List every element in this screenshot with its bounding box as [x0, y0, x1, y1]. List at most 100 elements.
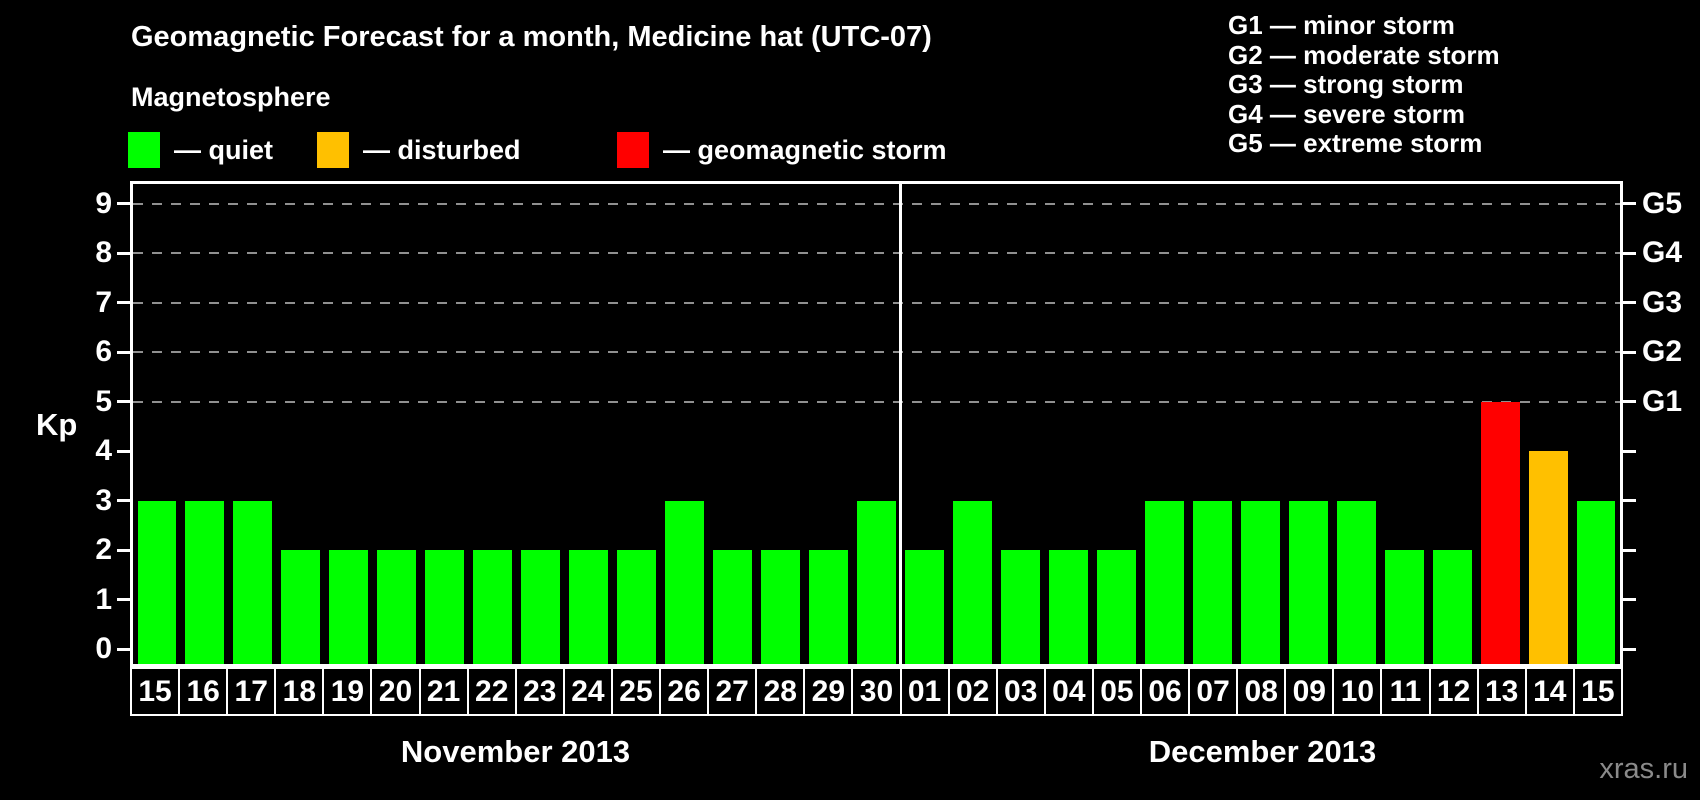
right-tick-kp4 [1623, 449, 1636, 453]
day-label-november-23: 23 [514, 667, 565, 716]
kp-bar-november-16 [185, 500, 225, 664]
kp-bar-november-29 [809, 550, 848, 664]
kp-bar-december-10 [1336, 500, 1376, 664]
day-label-december-12: 12 [1428, 667, 1479, 716]
kp-bar-december-02 [952, 500, 992, 664]
gridline-kp5 [133, 400, 1620, 403]
plot-area [130, 181, 1623, 667]
left-tick-kp3 [117, 499, 130, 503]
kp-bar-november-17 [233, 500, 273, 664]
g-legend-line-g3: G3 — strong storm [1228, 69, 1464, 99]
y-tick-label-9: 9 [95, 186, 112, 220]
day-label-december-04: 04 [1043, 667, 1094, 716]
left-tick-kp0 [117, 647, 130, 651]
left-tick-kp9 [117, 202, 130, 206]
kp-bar-december-01 [904, 550, 944, 664]
kp-bar-december-03 [1000, 550, 1040, 664]
kp-bar-november-23 [521, 550, 561, 664]
day-label-november-17: 17 [226, 667, 277, 716]
month-label-december: December 2013 [1148, 734, 1377, 769]
right-tick-kp2 [1623, 548, 1636, 552]
day-label-november-19: 19 [322, 667, 373, 716]
right-tick-label-g1: G1 [1642, 384, 1683, 418]
day-label-november-24: 24 [562, 667, 613, 716]
day-label-november-21: 21 [418, 667, 469, 716]
legend-heading: Magnetosphere [131, 82, 331, 112]
right-tick-kp5 [1623, 400, 1636, 404]
day-label-november-15: 15 [130, 667, 181, 716]
kp-bar-december-15 [1576, 500, 1616, 664]
month-divider [898, 184, 902, 664]
kp-bar-december-08 [1240, 500, 1280, 664]
day-label-november-22: 22 [466, 667, 517, 716]
day-label-november-20: 20 [370, 667, 421, 716]
y-tick-label-2: 2 [95, 533, 112, 567]
right-tick-kp8 [1623, 251, 1636, 255]
left-tick-kp6 [117, 350, 130, 354]
g-legend-line-g5: G5 — extreme storm [1228, 128, 1483, 158]
disturbed-color-swatch [317, 132, 349, 168]
day-label-december-10: 10 [1332, 667, 1383, 716]
legend-label-quiet: — quiet [174, 134, 273, 165]
kp-bar-november-18 [281, 550, 321, 664]
day-label-december-08: 08 [1236, 667, 1287, 716]
day-label-december-06: 06 [1139, 667, 1191, 716]
right-tick-kp6 [1623, 350, 1636, 354]
kp-bar-november-25 [617, 550, 657, 664]
day-label-november-26: 26 [659, 667, 710, 716]
legend-label-storm: — geomagnetic storm [663, 134, 947, 165]
day-label-december-05: 05 [1091, 667, 1142, 716]
y-tick-label-1: 1 [95, 582, 112, 616]
legend-item-quiet: — quiet [128, 131, 273, 169]
kp-bar-november-21 [425, 550, 465, 664]
right-tick-label-g3: G3 [1642, 285, 1683, 319]
y-tick-label-0: 0 [95, 632, 112, 666]
y-tick-label-6: 6 [95, 335, 112, 369]
day-label-december-14: 14 [1524, 667, 1575, 716]
g-scale-legend: G1 — minor storm G2 — moderate storm G3 … [1228, 10, 1500, 159]
day-label-december-13: 13 [1476, 667, 1527, 716]
right-tick-kp0 [1623, 647, 1636, 651]
right-tick-kp7 [1623, 301, 1636, 305]
legend-item-disturbed: — disturbed [317, 131, 521, 169]
day-label-december-01: 01 [899, 667, 950, 716]
g-legend-line-g1: G1 — minor storm [1228, 10, 1455, 40]
left-tick-kp1 [117, 598, 130, 602]
day-label-december-15: 15 [1572, 667, 1623, 716]
kp-bar-november-24 [569, 550, 609, 664]
day-label-november-28: 28 [755, 667, 806, 716]
kp-bar-november-27 [713, 550, 753, 664]
day-label-november-29: 29 [803, 667, 854, 716]
kp-bar-december-05 [1096, 550, 1136, 664]
kp-bar-december-11 [1384, 550, 1424, 664]
kp-bar-december-13 [1480, 401, 1520, 664]
kp-bar-december-07 [1192, 500, 1232, 664]
kp-bar-november-20 [377, 550, 417, 664]
right-tick-label-g5: G5 [1642, 186, 1683, 220]
left-tick-kp2 [117, 548, 130, 552]
day-axis-row: 15 16 17 18 19 20 21 22 23 24 25 26 27 28 29 30 01 02 03 04… [130, 667, 1623, 716]
kp-bar-november-19 [329, 550, 369, 664]
day-label-december-03: 03 [995, 667, 1046, 716]
left-tick-kp4 [117, 449, 130, 453]
gridline-kp9 [133, 202, 1620, 205]
day-label-december-11: 11 [1380, 667, 1431, 716]
kp-bar-november-28 [761, 550, 801, 664]
day-label-november-30: 30 [851, 667, 902, 716]
day-label-november-25: 25 [610, 667, 662, 716]
right-tick-kp3 [1623, 499, 1636, 503]
kp-bar-december-14 [1528, 451, 1568, 664]
g-legend-line-g4: G4 — severe storm [1228, 98, 1466, 129]
kp-bar-december-12 [1432, 550, 1472, 664]
legend-label-disturbed: — disturbed [363, 134, 521, 165]
day-label-december-09: 09 [1284, 667, 1335, 716]
kp-bar-november-15 [137, 500, 177, 664]
g-legend-line-g2: G2 — moderate storm [1228, 39, 1500, 70]
y-tick-label-7: 7 [95, 285, 112, 319]
quiet-color-swatch [128, 132, 160, 168]
day-label-december-02: 02 [947, 667, 998, 716]
kp-bar-november-26 [665, 500, 705, 664]
kp-bar-december-06 [1144, 500, 1184, 664]
kp-bar-november-22 [473, 550, 513, 664]
y-axis-title: Kp [36, 407, 78, 443]
